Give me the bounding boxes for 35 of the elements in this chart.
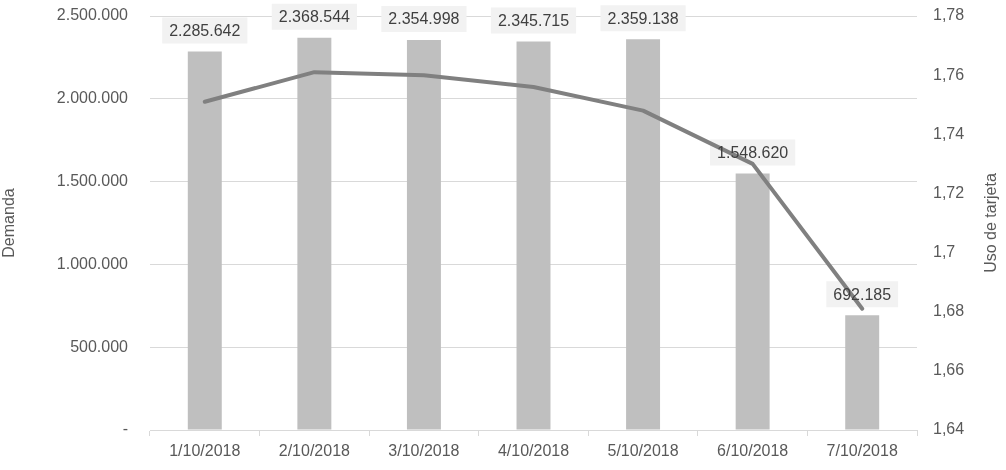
- y-axis-title: Demanda: [0, 188, 18, 258]
- y2-tick-label: 1,64: [933, 420, 965, 438]
- bar: [845, 315, 880, 430]
- y2-tick-label: 1,72: [933, 183, 965, 201]
- y-tick-label: 2.000.000: [56, 89, 129, 107]
- x-tick-label: 1/10/2018: [169, 442, 241, 460]
- bar: [297, 37, 332, 430]
- bar: [516, 41, 551, 430]
- data-label: 2.368.544: [278, 8, 351, 26]
- x-tick-label: 7/10/2018: [826, 442, 898, 460]
- y2-tick-label: 1,68: [933, 302, 965, 320]
- x-tick-label: 5/10/2018: [607, 442, 679, 460]
- bar: [735, 173, 770, 430]
- y2-tick-label: 1,7: [933, 242, 956, 260]
- y-tick-label: 1.500.000: [56, 172, 129, 190]
- y2-tick-label: 1,76: [933, 65, 965, 83]
- x-tick-label: 2/10/2018: [278, 442, 351, 460]
- y2-tick-label: 1,66: [933, 361, 965, 379]
- data-label: 2.359.138: [607, 9, 679, 27]
- x-tick-label: 6/10/2018: [717, 442, 789, 460]
- bar: [406, 40, 441, 430]
- y2-tick-label: 1,78: [933, 6, 965, 24]
- data-label: 2.345.715: [497, 11, 570, 29]
- x-tick-label: 4/10/2018: [497, 442, 570, 460]
- data-label: 2.354.998: [388, 10, 460, 28]
- data-label: 2.285.642: [169, 21, 241, 39]
- y-tick-label: 1.000.000: [56, 254, 129, 272]
- bar: [626, 39, 661, 430]
- y2-axis-title: Uso de tarjeta: [982, 173, 1000, 273]
- y2-tick-label: 1,74: [933, 124, 965, 142]
- bar: [187, 51, 222, 430]
- y-tick-label: 500.000: [70, 337, 129, 355]
- y-tick-label: 2.500.000: [56, 6, 129, 24]
- y-tick-label: -: [122, 420, 128, 438]
- x-tick-label: 3/10/2018: [388, 442, 460, 460]
